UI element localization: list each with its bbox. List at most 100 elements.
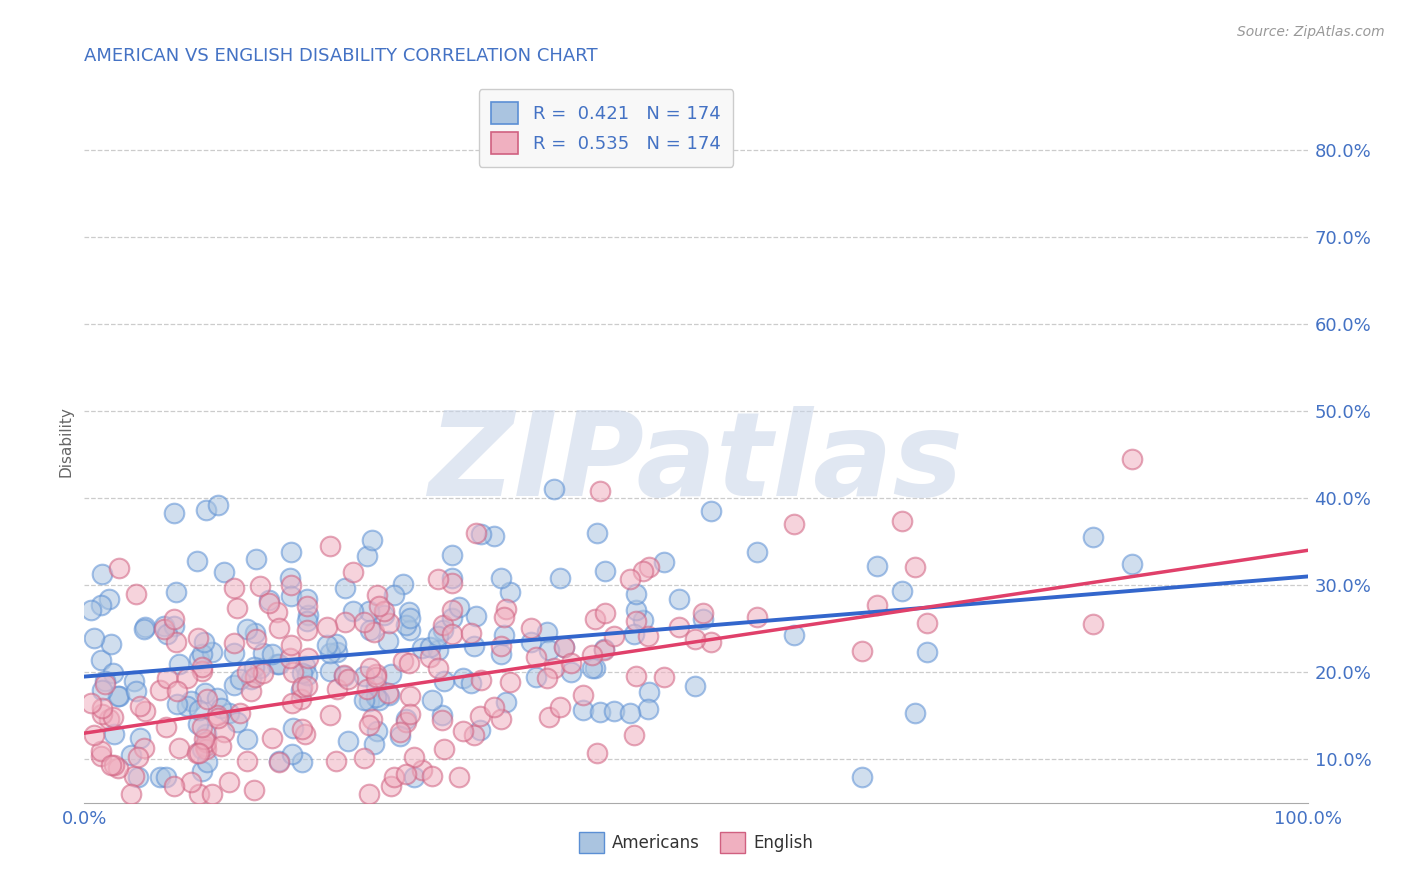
- Point: [125, 587, 148, 601]
- Point: [224, 636, 246, 650]
- Point: [782, 517, 804, 532]
- Point: [394, 715, 416, 730]
- Point: [97, 591, 120, 606]
- Point: [548, 571, 571, 585]
- Point: [447, 600, 470, 615]
- Point: [214, 565, 236, 579]
- Point: [368, 599, 391, 613]
- Point: [80, 603, 103, 617]
- Point: [440, 611, 463, 625]
- Point: [166, 697, 188, 711]
- Point: [652, 556, 675, 570]
- Point: [167, 740, 190, 755]
- Point: [90, 598, 112, 612]
- Point: [127, 770, 149, 784]
- Point: [249, 661, 271, 675]
- Point: [218, 706, 240, 720]
- Point: [318, 646, 340, 660]
- Point: [700, 635, 723, 649]
- Point: [190, 664, 212, 678]
- Point: [357, 718, 380, 732]
- Point: [207, 710, 229, 724]
- Point: [129, 731, 152, 745]
- Point: [538, 710, 561, 724]
- Point: [581, 648, 603, 663]
- Text: Source: ZipAtlas.com: Source: ZipAtlas.com: [1237, 25, 1385, 39]
- Point: [262, 647, 284, 661]
- Point: [353, 692, 375, 706]
- Point: [915, 615, 938, 630]
- Point: [851, 644, 873, 658]
- Point: [623, 626, 645, 640]
- Point: [866, 559, 889, 574]
- Point: [290, 683, 312, 698]
- Point: [392, 577, 415, 591]
- Point: [398, 611, 420, 625]
- Point: [380, 667, 402, 681]
- Point: [188, 787, 211, 801]
- Point: [290, 666, 312, 681]
- Point: [585, 661, 607, 675]
- Point: [553, 640, 575, 654]
- Point: [187, 716, 209, 731]
- Point: [364, 690, 387, 704]
- Point: [319, 664, 342, 678]
- Point: [411, 641, 433, 656]
- Point: [363, 624, 385, 639]
- Point: [404, 750, 426, 764]
- Point: [373, 608, 395, 623]
- Point: [295, 591, 318, 606]
- Point: [395, 767, 418, 781]
- Point: [394, 712, 416, 726]
- Point: [361, 712, 384, 726]
- Point: [209, 739, 232, 754]
- Point: [440, 602, 463, 616]
- Point: [108, 560, 131, 574]
- Point: [357, 787, 380, 801]
- Point: [90, 652, 112, 666]
- Point: [440, 571, 463, 585]
- Point: [519, 621, 541, 635]
- Point: [294, 659, 316, 673]
- Point: [188, 703, 211, 717]
- Point: [134, 620, 156, 634]
- Point: [90, 700, 112, 714]
- Point: [378, 688, 401, 702]
- Point: [482, 529, 505, 543]
- Point: [207, 690, 229, 705]
- Point: [411, 764, 433, 778]
- Point: [624, 587, 647, 601]
- Point: [176, 699, 198, 714]
- Point: [283, 665, 305, 679]
- Point: [491, 639, 513, 653]
- Point: [191, 660, 214, 674]
- Point: [297, 599, 319, 613]
- Point: [603, 629, 626, 643]
- Point: [494, 609, 516, 624]
- Point: [353, 751, 375, 765]
- Point: [108, 690, 131, 704]
- Point: [560, 656, 582, 670]
- Point: [499, 584, 522, 599]
- Point: [222, 581, 245, 595]
- Point: [353, 669, 375, 683]
- Point: [342, 605, 364, 619]
- Point: [361, 533, 384, 548]
- Point: [572, 703, 595, 717]
- Point: [297, 651, 319, 665]
- Point: [366, 724, 388, 739]
- Point: [245, 552, 267, 566]
- Point: [197, 692, 219, 706]
- Point: [153, 622, 176, 636]
- Point: [325, 637, 347, 651]
- Text: AMERICAN VS ENGLISH DISABILITY CORRELATION CHART: AMERICAN VS ENGLISH DISABILITY CORRELATI…: [84, 47, 598, 65]
- Point: [207, 708, 229, 723]
- Point: [619, 706, 641, 721]
- Point: [464, 526, 486, 541]
- Point: [280, 638, 302, 652]
- Point: [536, 625, 558, 640]
- Point: [195, 503, 218, 517]
- Point: [193, 731, 215, 746]
- Point: [201, 645, 224, 659]
- Point: [1081, 530, 1104, 544]
